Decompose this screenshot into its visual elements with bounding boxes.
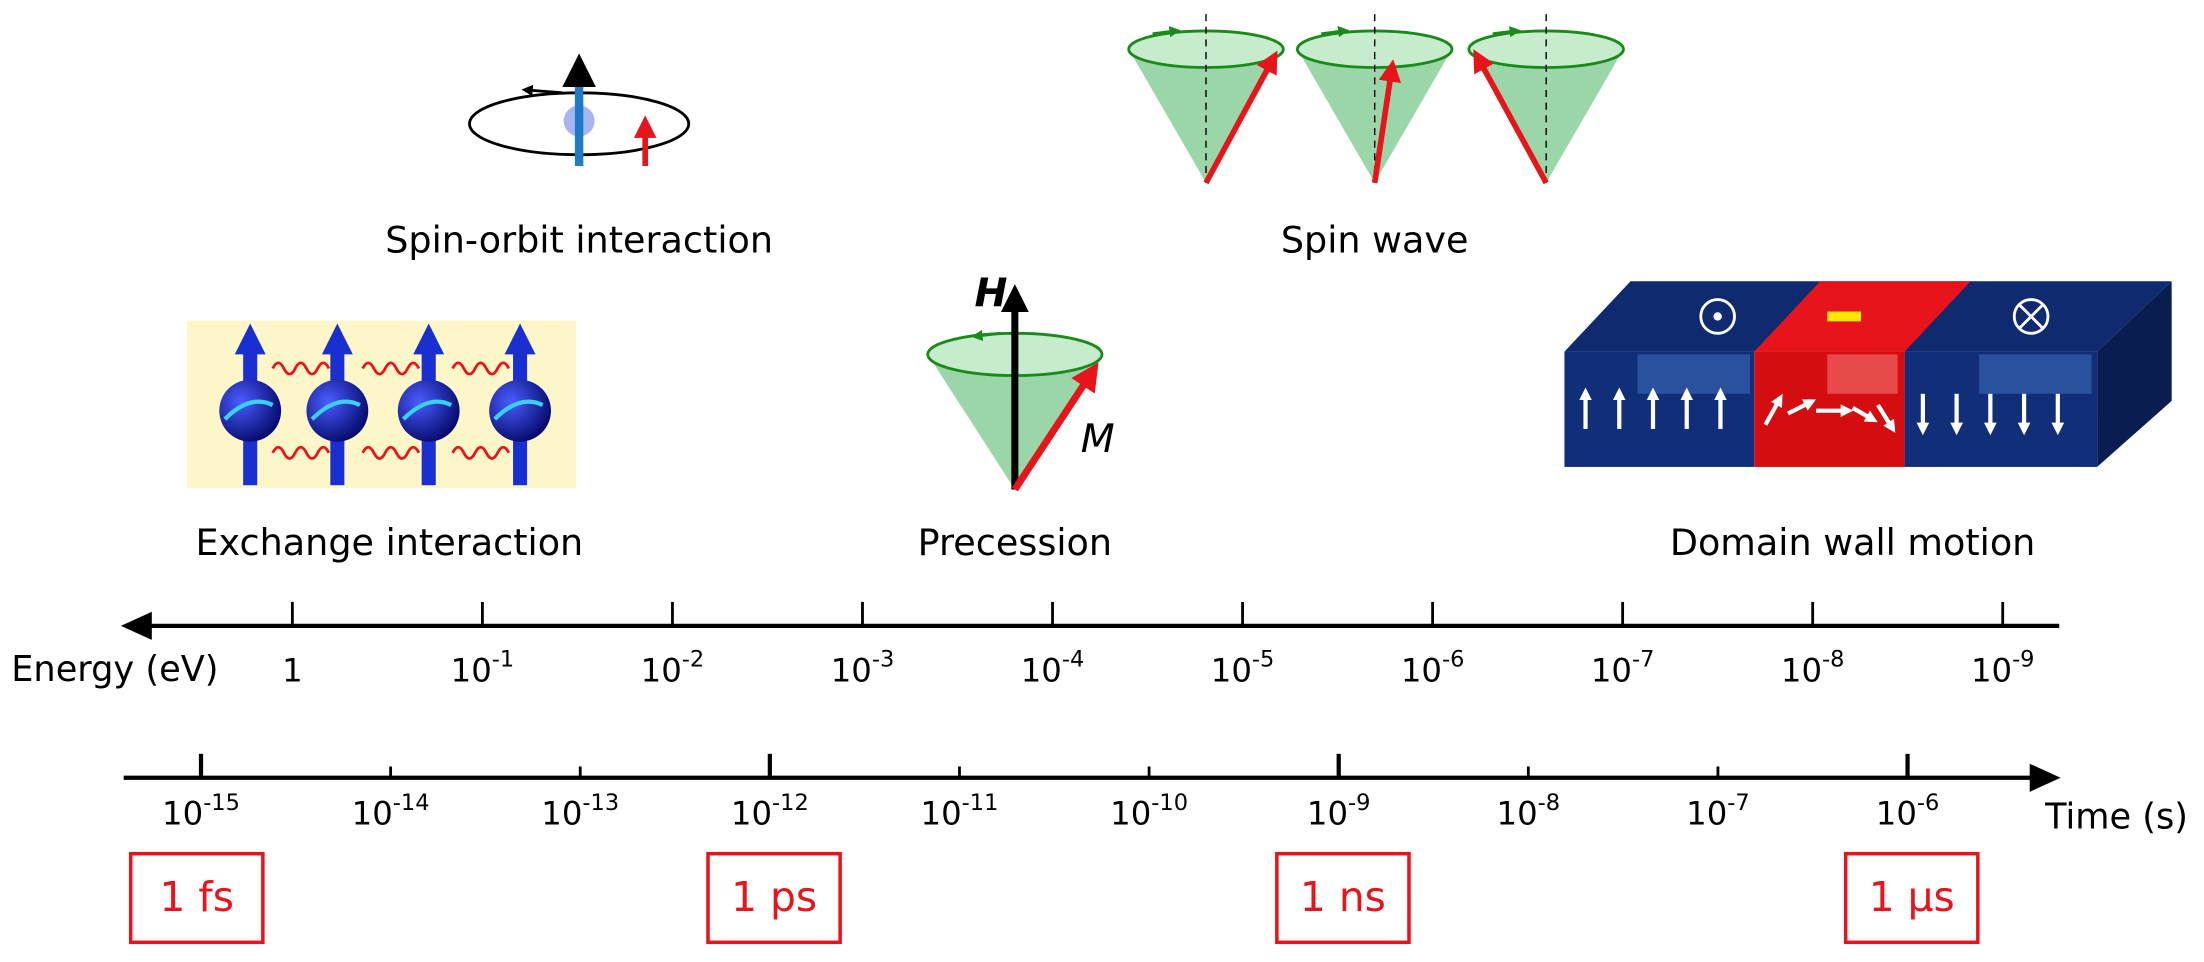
tick-exponent: -12: [772, 790, 809, 816]
unit-label: 1 µs: [1869, 873, 1955, 921]
spin-ball: [397, 379, 460, 442]
unit-box: [1275, 851, 1411, 945]
tick-base: 1: [282, 651, 303, 689]
tick-exponent: -6: [1442, 646, 1464, 672]
spin-rotation: [493, 399, 544, 421]
tick-exponent: -2: [682, 646, 704, 672]
unit-box: [706, 851, 842, 945]
tick-base: 10: [921, 795, 962, 833]
tick-exponent: -15: [203, 790, 240, 816]
tick-label: 10-14: [352, 790, 430, 833]
tick-label: 10-6: [1876, 790, 1940, 833]
spin-wave-illustration: [1127, 14, 1625, 185]
magnetization-label: M: [1081, 416, 1115, 462]
tick-exponent: -6: [1917, 790, 1939, 816]
tick-exponent: -7: [1727, 790, 1749, 816]
tick-base: 10: [1110, 795, 1151, 833]
label: Spin-orbit interaction: [385, 218, 773, 261]
time-axis: [123, 763, 2061, 792]
tick-exponent: -5: [1252, 646, 1274, 672]
tick-base: 10: [1591, 651, 1632, 689]
tick-base: 10: [1971, 651, 2012, 689]
tick-label: 10-8: [1497, 790, 1561, 833]
spin-ball: [219, 379, 282, 442]
label: Spin wave: [1281, 218, 1469, 261]
tick-label: 10-9: [1307, 790, 1371, 833]
tick-label: 10-6: [1401, 646, 1465, 689]
tick-label: 10-1: [451, 646, 515, 689]
spin-head: [321, 323, 353, 355]
unit-box: [1843, 851, 1980, 945]
tick-base: 10: [1211, 651, 1252, 689]
tick-exponent: -11: [962, 790, 999, 816]
spin-head: [234, 323, 266, 355]
tick-base: 10: [451, 651, 492, 689]
unit-label: 1 ns: [1300, 873, 1386, 921]
spin-ball: [489, 379, 551, 442]
tick-label: 10-9: [1971, 646, 2035, 689]
tick-base: 10: [1401, 651, 1442, 689]
tick-exponent: -8: [1538, 790, 1560, 816]
tick-base: 10: [541, 795, 582, 833]
tick-exponent: -3: [872, 646, 894, 672]
tick-label: 10-13: [541, 790, 619, 833]
energy-axis-title: Energy (eV): [11, 649, 218, 690]
time-axis-title: Time (s): [2044, 797, 2188, 838]
spin-rotation: [310, 399, 361, 421]
tick-label: 10-7: [1686, 790, 1750, 833]
spin-rotation: [223, 399, 274, 421]
tick-label: 10-11: [921, 790, 999, 833]
spin-orbit-illustration: [468, 53, 691, 166]
tick-exponent: -13: [582, 790, 619, 816]
spin-ball: [306, 379, 369, 442]
tick-base: 10: [1781, 651, 1822, 689]
energy-axis: [120, 611, 2060, 640]
tick-label: 10-4: [1021, 646, 1085, 689]
tick-base: 10: [641, 651, 682, 689]
tick-label: 10-12: [731, 790, 809, 833]
tick-label: 10-3: [831, 646, 895, 689]
tick-exponent: -10: [1151, 790, 1188, 816]
tick-base: 10: [1307, 795, 1348, 833]
tick-exponent: -7: [1632, 646, 1654, 672]
tick-base: 10: [731, 795, 772, 833]
spin-rotation: [401, 399, 453, 421]
unit-label: 1 ps: [731, 873, 817, 921]
tick-label: 10-8: [1781, 646, 1845, 689]
tick-label: 1: [282, 651, 303, 689]
tick-exponent: -4: [1062, 646, 1084, 672]
unit-box: [128, 851, 265, 945]
domain-wall-illustration: [1564, 281, 2172, 467]
tick-exponent: -1: [492, 646, 514, 672]
field-label: H: [974, 270, 1007, 316]
tick-exponent: -14: [393, 790, 430, 816]
tick-base: 10: [831, 651, 872, 689]
tick-base: 10: [1021, 651, 1062, 689]
spin-head: [504, 323, 536, 355]
tick-exponent: -8: [1822, 646, 1844, 672]
exchange-illustration: [186, 320, 577, 489]
tick-exponent: -9: [2012, 646, 2034, 672]
tick-label: 10-7: [1591, 646, 1655, 689]
tick-label: 10-15: [162, 790, 240, 833]
tick-label: 10-10: [1110, 790, 1188, 833]
tick-base: 10: [162, 795, 203, 833]
precession-illustration: [926, 284, 1104, 492]
tick-base: 10: [352, 795, 393, 833]
tick-base: 10: [1876, 795, 1917, 833]
tick-label: 10-2: [641, 646, 705, 689]
tick-exponent: -9: [1348, 790, 1370, 816]
label: Exchange interaction: [195, 521, 583, 564]
label: Domain wall motion: [1670, 521, 2036, 564]
label: Precession: [918, 521, 1112, 564]
tick-label: 10-5: [1211, 646, 1275, 689]
spin-head: [413, 323, 445, 355]
unit-label: 1 fs: [160, 873, 234, 921]
tick-base: 10: [1686, 795, 1727, 833]
tick-base: 10: [1497, 795, 1538, 833]
